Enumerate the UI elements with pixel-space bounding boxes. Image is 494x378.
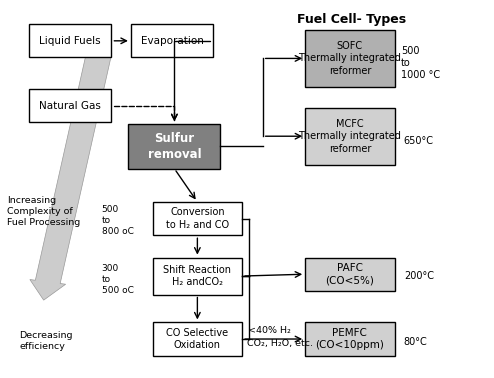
Text: Increasing
Complexity of
Fuel Processing: Increasing Complexity of Fuel Processing <box>7 196 81 227</box>
Text: 300
to
500 oC: 300 to 500 oC <box>102 264 134 295</box>
Text: 500
to
800 oC: 500 to 800 oC <box>102 205 134 236</box>
FancyBboxPatch shape <box>153 202 242 235</box>
Text: PAFC
(CO<5%): PAFC (CO<5%) <box>326 263 374 285</box>
Text: MCFC
Thermally integrated
reformer: MCFC Thermally integrated reformer <box>298 119 401 153</box>
Text: 200°C: 200°C <box>404 271 434 281</box>
Text: Evaporation: Evaporation <box>140 36 204 46</box>
FancyBboxPatch shape <box>305 107 395 165</box>
Text: 650°C: 650°C <box>404 136 434 146</box>
Text: Natural Gas: Natural Gas <box>40 101 101 111</box>
Text: Conversion
to H₂ and CO: Conversion to H₂ and CO <box>166 208 229 230</box>
FancyBboxPatch shape <box>128 124 220 169</box>
Text: Sulfur
removal: Sulfur removal <box>148 132 201 161</box>
FancyBboxPatch shape <box>153 322 242 356</box>
FancyBboxPatch shape <box>131 24 213 57</box>
Text: 80°C: 80°C <box>404 337 428 347</box>
FancyBboxPatch shape <box>29 24 112 57</box>
FancyBboxPatch shape <box>153 257 242 294</box>
Text: Liquid Fuels: Liquid Fuels <box>40 36 101 46</box>
Text: Fuel Cell- Types: Fuel Cell- Types <box>296 13 406 26</box>
FancyArrow shape <box>30 50 112 300</box>
Text: Shift Reaction
H₂ andCO₂: Shift Reaction H₂ andCO₂ <box>164 265 231 287</box>
Text: SOFC
Thermally integrated
reformer: SOFC Thermally integrated reformer <box>298 41 401 76</box>
FancyBboxPatch shape <box>29 89 112 122</box>
FancyBboxPatch shape <box>305 30 395 87</box>
FancyBboxPatch shape <box>305 257 395 291</box>
Text: Decreasing
efficiency: Decreasing efficiency <box>19 331 73 351</box>
Text: <40% H₂: <40% H₂ <box>248 326 291 335</box>
Text: 500
to
1000 °C: 500 to 1000 °C <box>401 46 440 81</box>
FancyBboxPatch shape <box>305 322 395 356</box>
Text: PEMFC
(CO<10ppm): PEMFC (CO<10ppm) <box>316 328 384 350</box>
Text: CO Selective
Oxidation: CO Selective Oxidation <box>166 328 228 350</box>
Text: CO₂, H₂O, etc.: CO₂, H₂O, etc. <box>247 339 313 348</box>
